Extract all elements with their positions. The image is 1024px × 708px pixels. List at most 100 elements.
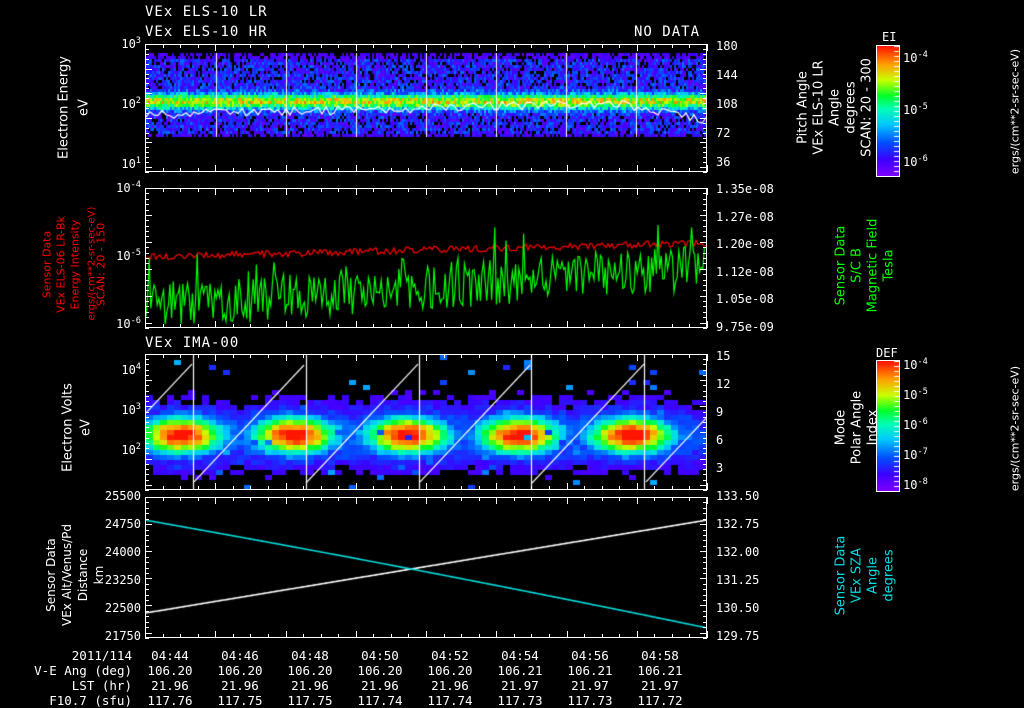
panel2-right-axis-title-2: S/C B (850, 191, 865, 341)
axis-tick-label: 10-6 (903, 417, 928, 432)
axis-tick-label: 101 (121, 156, 141, 171)
axis-tick-label: 10-5 (116, 248, 141, 263)
panel4-plot-frame[interactable] (145, 497, 707, 638)
panel2-right-label-1: Sensor Data (833, 225, 849, 306)
axis-tick-label: 103 (121, 402, 141, 418)
axis-tick-label: 10-4 (903, 357, 928, 372)
panel2-left-label-3: Energy Intensity (68, 219, 82, 310)
table-cell: 21.96 (361, 678, 399, 693)
panel4-right-label-3: Angle (865, 557, 881, 594)
panel3-left-axis-title: Electron Volts (61, 358, 76, 498)
panel2-line-canvas[interactable] (146, 189, 706, 327)
panel3-colorbar-units-text: ergs/(cm**2-sr-sec-eV) (1008, 365, 1022, 492)
table-cell: 21.97 (641, 678, 679, 693)
axis-tick-label: 1.20e-08 (716, 237, 774, 252)
panel2-left-label-1: Sensor Data (40, 230, 54, 299)
axis-tick-label: 1.05e-08 (716, 292, 774, 307)
axis-tick-label: 1.35e-08 (716, 182, 774, 196)
axis-tick-label: 1.27e-08 (716, 209, 774, 224)
table-row-label: V-E Ang (deg) (34, 663, 132, 678)
table-cell: 21.97 (571, 678, 609, 693)
panel4-right-axis-title-4: degrees (882, 501, 897, 651)
axis-tick-label: 10-8 (903, 477, 928, 492)
axis-tick-label: 10-5 (903, 387, 928, 402)
panel1-colorbar (876, 45, 900, 177)
axis-tick-label: 10-4 (116, 180, 141, 195)
table-cell: 21.96 (151, 678, 189, 693)
axis-tick-label: 25500 (104, 489, 141, 503)
panel3-spectrogram-canvas[interactable] (146, 355, 706, 489)
panel1-right-label-3: Angle (827, 89, 843, 126)
axis-tick-label: 15 (716, 349, 731, 363)
axis-tick-label: 131.25 (716, 573, 760, 587)
panel3-right-label-2: Polar Angle (849, 390, 865, 465)
table-row-label: 2011/114 (71, 648, 132, 663)
axis-tick-label: 180 (716, 39, 738, 53)
axis-tick-label: 72 (716, 126, 731, 140)
panel3-plot-frame[interactable] (145, 354, 707, 490)
axis-tick-label: 12 (716, 377, 731, 391)
panel3-left-label-1: Electron Volts (60, 383, 76, 472)
axis-tick-label: 10-5 (903, 102, 928, 117)
axis-tick-label: 108 (716, 97, 738, 111)
table-cell: 04:54 (501, 648, 539, 663)
axis-tick-label: 36 (716, 155, 731, 169)
panel1-spectrogram-canvas[interactable] (146, 45, 706, 171)
panel4-right-label-2: VEx SZA (849, 548, 865, 603)
table-cell: 21.97 (501, 678, 539, 693)
table-cell: 04:48 (291, 648, 329, 663)
axis-tick-label: 129.75 (716, 629, 760, 643)
panel2-left-label-5: SCAN: 20 - 150 (94, 222, 108, 307)
axis-tick-label: 22500 (104, 601, 141, 615)
panel1-colorbar-title: EI (882, 30, 897, 44)
axis-tick-label: 10-7 (903, 447, 928, 462)
table-cell: 117.73 (567, 693, 613, 708)
table-cell: 117.72 (637, 693, 683, 708)
table-cell: 106.20 (217, 663, 263, 678)
axis-tick-label: 132.00 (716, 545, 760, 559)
panel1-colorbar-units: ergs/(cm**2-sr-sec-eV) (1009, 22, 1022, 202)
axis-tick-label: 132.75 (716, 517, 760, 531)
panel3-colorbar (876, 360, 900, 492)
panel2-plot-frame[interactable] (145, 188, 707, 328)
panel1-no-data-label: NO DATA (634, 24, 701, 40)
panel1-plot-frame[interactable] (145, 44, 707, 172)
axis-tick-label: 1.12e-08 (716, 264, 774, 279)
axis-tick-label: 3 (716, 461, 724, 475)
panel1-right-label-2: VEx ELS-10 LR (811, 60, 827, 155)
table-cell: 04:46 (221, 648, 259, 663)
table-cell: 117.73 (497, 693, 543, 708)
axis-tick-label: 104 (121, 362, 141, 378)
panel1-right-label-4: degrees (843, 81, 859, 134)
panel1-right-axis-title-1: Pitch Angle (796, 33, 811, 183)
panel1-title-lr: VEx ELS-10 LR (145, 4, 268, 20)
table-cell: 04:56 (571, 648, 609, 663)
panel2-right-label-4: Tesla (881, 249, 897, 282)
panel3-title: VEx IMA-00 (145, 335, 240, 351)
table-cell: 21.96 (431, 678, 469, 693)
panel4-right-axis-title-3: Angle (866, 501, 881, 651)
table-cell: 117.75 (287, 693, 333, 708)
panel4-right-axis-title-2: VEx SZA (850, 501, 865, 651)
axis-tick-label: 21750 (104, 629, 141, 643)
table-cell: 21.96 (291, 678, 329, 693)
panel2-right-label-3: Magnetic Field (865, 218, 881, 313)
axis-tick-label: 130.50 (716, 601, 760, 615)
table-cell: 04:52 (431, 648, 469, 663)
panel4-ephemeris-canvas[interactable] (146, 498, 706, 637)
table-cell: 04:44 (151, 648, 189, 663)
table-row-label: LST (hr) (71, 678, 132, 693)
table-cell: 106.20 (287, 663, 333, 678)
axis-tick-label: 24750 (104, 517, 141, 531)
panel4-right-label-4: degrees (881, 549, 897, 602)
panel1-right-axis-title-3: Angle (828, 33, 843, 183)
table-cell: 117.75 (217, 693, 263, 708)
table-cell: 117.74 (427, 693, 473, 708)
panel3-colorbar-units: ergs/(cm**2-sr-sec-eV) (1009, 339, 1022, 519)
axis-tick-label: 24000 (104, 545, 141, 559)
panel1-right-label-5: SCAN: 20 - 300 (859, 58, 875, 157)
axis-tick-label: 10-4 (903, 50, 928, 65)
axis-tick-label: 103 (121, 36, 141, 51)
panel4-right-label-1: Sensor Data (833, 535, 849, 616)
panel1-right-axis-title-4: degrees (844, 33, 859, 183)
